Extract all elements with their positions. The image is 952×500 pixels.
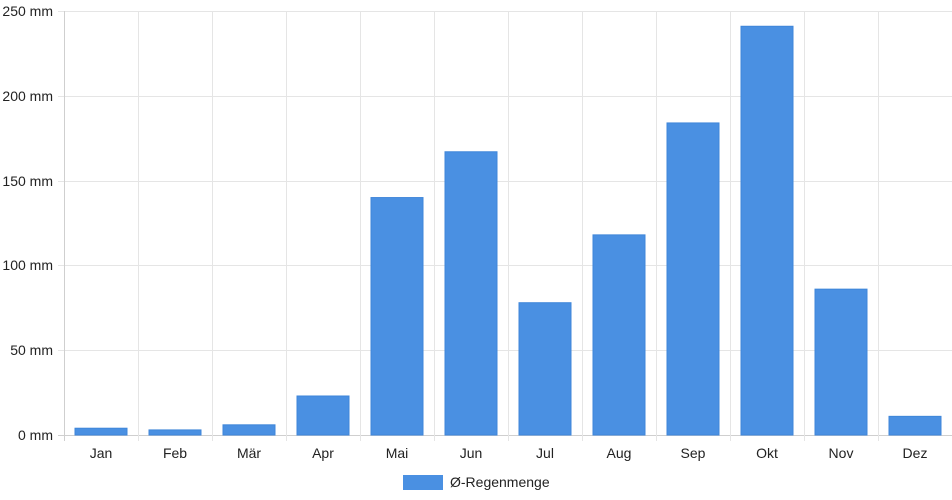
legend[interactable]: Ø-Regenmenge bbox=[403, 474, 550, 490]
x-tick-label: Dez bbox=[903, 445, 928, 461]
legend-label[interactable]: Ø-Regenmenge bbox=[450, 474, 550, 490]
x-tick-label: Jan bbox=[90, 445, 113, 461]
bar-okt[interactable] bbox=[740, 25, 794, 436]
y-tick-label: 100 mm bbox=[2, 257, 53, 273]
y-tick-label: 250 mm bbox=[2, 3, 53, 19]
y-tick-label: 0 mm bbox=[18, 427, 53, 443]
bar-jul[interactable] bbox=[518, 302, 572, 436]
y-tick-label: 150 mm bbox=[2, 173, 53, 189]
legend-swatch[interactable] bbox=[403, 475, 443, 490]
x-tick-label: Mär bbox=[237, 445, 261, 461]
x-tick-label: Nov bbox=[829, 445, 854, 461]
x-tick-label: Jul bbox=[536, 445, 554, 461]
x-axis-ticks: Jan Feb Mär Apr Mai Jun Jul Aug Sep Okt Nov Dez bbox=[90, 445, 928, 461]
y-axis-ticks: 0 mm 50 mm 100 mm 150 mm 200 mm 250 mm bbox=[2, 3, 53, 443]
bar-feb[interactable] bbox=[148, 429, 202, 436]
bar-sep[interactable] bbox=[666, 122, 720, 436]
bar-dez[interactable] bbox=[888, 415, 942, 436]
x-tick-label: Aug bbox=[607, 445, 632, 461]
x-tick-label: Feb bbox=[163, 445, 187, 461]
bar-aug[interactable] bbox=[592, 234, 646, 436]
x-gridlines bbox=[64, 11, 879, 441]
y-tick-label: 50 mm bbox=[10, 342, 53, 358]
x-tick-label: Apr bbox=[312, 445, 334, 461]
x-tick-label: Jun bbox=[460, 445, 483, 461]
bar-series bbox=[74, 25, 942, 436]
bar-nov[interactable] bbox=[814, 288, 868, 436]
x-tick-label: Sep bbox=[681, 445, 706, 461]
bar-jun[interactable] bbox=[444, 151, 498, 436]
y-gridlines bbox=[58, 11, 952, 436]
x-tick-label: Okt bbox=[756, 445, 778, 461]
bar-jan[interactable] bbox=[74, 427, 128, 436]
bar-mai[interactable] bbox=[370, 197, 424, 436]
bar-mär[interactable] bbox=[222, 424, 276, 436]
y-tick-label: 200 mm bbox=[2, 88, 53, 104]
x-tick-label: Mai bbox=[386, 445, 409, 461]
bar-apr[interactable] bbox=[296, 395, 350, 436]
